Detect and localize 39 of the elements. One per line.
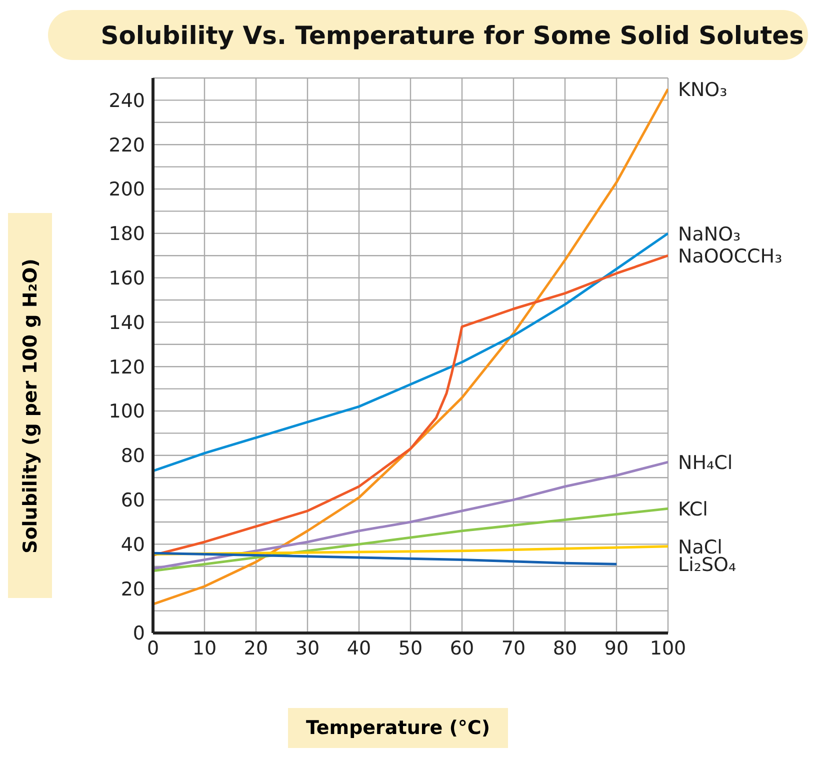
x-tick-label: 80 <box>552 637 578 660</box>
y-tick-label: 160 <box>108 268 145 290</box>
x-tick-label: 10 <box>192 637 217 660</box>
series-label: NaOOCCH₃ <box>678 246 782 268</box>
series-label: NH₄Cl <box>678 452 733 474</box>
y-tick-label: 120 <box>108 356 145 378</box>
y-tick-label: 180 <box>108 223 145 246</box>
chart-title: Solubility Vs. Temperature for Some Solid Solutes <box>100 20 805 50</box>
y-axis-title: Solubility (g per 100 g H₂O) <box>19 258 42 553</box>
y-tick-label: 240 <box>108 90 145 112</box>
y-tick-label: 200 <box>108 178 145 201</box>
series-label: KCl <box>678 498 708 521</box>
line-series <box>153 460 668 570</box>
series-label: KNO₃ <box>678 79 728 102</box>
x-tick-label: 40 <box>346 637 372 660</box>
line-series <box>153 552 618 566</box>
y-tick-label: 100 <box>108 400 145 423</box>
x-tick-label: 90 <box>604 637 629 660</box>
y-tick-label: 40 <box>120 534 145 556</box>
x-tick-label: 30 <box>295 637 320 660</box>
x-axis-title: Temperature (°C) <box>306 717 490 739</box>
line-series <box>153 88 668 606</box>
y-tick-label: 80 <box>120 445 145 468</box>
y-tick-label: 20 <box>120 578 145 600</box>
line-series <box>153 254 668 557</box>
y-tick-label: 220 <box>108 134 145 156</box>
line-series <box>153 507 668 572</box>
line-series <box>153 232 668 472</box>
x-tick-label: 100 <box>650 637 686 660</box>
x-tick-label: 20 <box>244 637 268 660</box>
y-tick-label: 60 <box>120 490 145 512</box>
x-tick-label: 0 <box>146 637 160 660</box>
x-tick-label: 50 <box>398 637 423 660</box>
x-tick-label: 70 <box>501 637 526 660</box>
y-tick-label: 140 <box>108 312 145 334</box>
text: Li₂SO₄ <box>678 554 736 576</box>
series-label: NaNO₃ <box>678 223 741 246</box>
y-tick-label: 0 <box>132 622 145 645</box>
x-tick-label: 60 <box>450 637 474 660</box>
